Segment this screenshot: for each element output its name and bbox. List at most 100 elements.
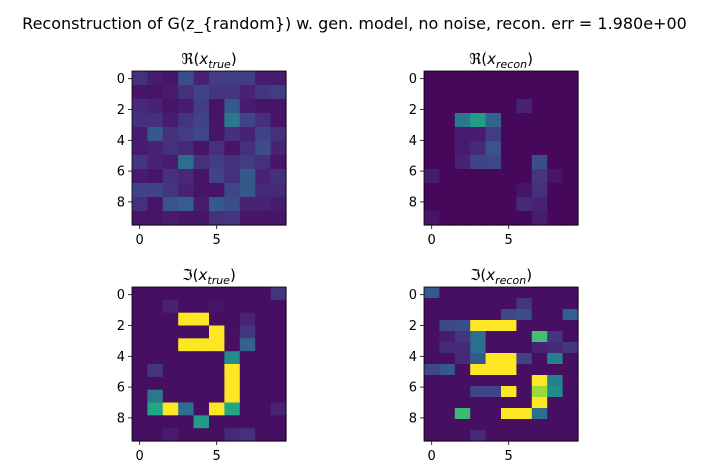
heatmap-cell (470, 183, 486, 198)
heatmap-cell (563, 113, 579, 128)
heatmap-cell (240, 403, 256, 416)
heatmap-cell (224, 169, 240, 184)
heatmap-cell (132, 390, 148, 403)
heatmap-cell (224, 313, 240, 326)
heatmap-cell (470, 331, 486, 343)
y-tick-label: 6 (409, 165, 417, 180)
heatmap-cell (178, 428, 194, 441)
heatmap-cell (255, 390, 271, 403)
heatmap-cell (501, 71, 517, 86)
heatmap-cell (271, 169, 287, 184)
heatmap-cell (547, 419, 563, 431)
heatmap-cell (163, 364, 179, 377)
heatmap-cell (224, 338, 240, 351)
heatmap-cell (532, 408, 548, 420)
heatmap-cell (439, 342, 455, 354)
heatmap-cell (455, 99, 471, 114)
heatmap-cell (532, 331, 548, 343)
heatmap-cell (240, 141, 256, 156)
heatmap-cell (132, 211, 148, 226)
heatmap-cell (147, 428, 163, 441)
heatmap-cell (486, 141, 502, 156)
heatmap-cell (501, 320, 517, 332)
heatmap-cell (255, 99, 271, 114)
heatmap-cell (455, 397, 471, 409)
heatmap-cell (178, 415, 194, 428)
heatmap-cell (240, 71, 256, 86)
heatmap-cell (240, 300, 256, 313)
heatmap-cell (178, 71, 194, 86)
heatmap-cell (178, 364, 194, 377)
heatmap-cell (224, 99, 240, 114)
heatmap-cell (532, 85, 548, 100)
y-tick-label: 0 (117, 288, 125, 303)
x-tick-label: 5 (505, 233, 513, 248)
heatmap-cell (439, 430, 455, 442)
heatmap-cell (424, 430, 440, 442)
heatmap-cell (424, 169, 440, 184)
heatmap-cell (224, 428, 240, 441)
heatmap-cell (194, 287, 210, 300)
heatmap-cell (209, 377, 225, 390)
heatmap-cell (501, 353, 517, 365)
heatmap-cell (470, 298, 486, 310)
heatmap-cell (224, 415, 240, 428)
heatmap-cell (209, 351, 225, 364)
heatmap-cell (424, 342, 440, 354)
heatmap-cell (532, 127, 548, 142)
heatmap-cell (547, 386, 563, 398)
y-tick-label: 4 (409, 134, 417, 149)
heatmap-cell (240, 377, 256, 390)
heatmap-cell (516, 353, 532, 365)
heatmap-cell (224, 113, 240, 128)
heatmap-cell (163, 403, 179, 416)
subplot-title-variable: x (485, 266, 495, 284)
heatmap-cell (532, 430, 548, 442)
heatmap-cell (532, 364, 548, 376)
heatmap-cell (424, 408, 440, 420)
heatmap-cell (178, 338, 194, 351)
heatmap-cell (532, 375, 548, 387)
subplot-title-variable: x (486, 50, 496, 68)
heatmap-cell (501, 85, 517, 100)
heatmap-cell (563, 320, 579, 332)
heatmap-cell (132, 326, 148, 339)
heatmap-cell (209, 326, 225, 339)
heatmap-cell (439, 141, 455, 156)
heatmap-cell (516, 386, 532, 398)
heatmap-cell (532, 99, 548, 114)
heatmap-cell (240, 287, 256, 300)
heatmap-cell (194, 113, 210, 128)
heatmap-cell (486, 331, 502, 343)
y-tick-label: 4 (117, 134, 125, 149)
y-tick-label: 4 (117, 350, 125, 365)
heatmap-cell (240, 351, 256, 364)
heatmap-cell (470, 320, 486, 332)
heatmap-cell (516, 99, 532, 114)
heatmap-cell (455, 375, 471, 387)
heatmap-cell (147, 390, 163, 403)
heatmap-cell (547, 342, 563, 354)
subplot-title-close: ) (231, 50, 237, 68)
heatmap-cell (563, 364, 579, 376)
heatmap-cell (224, 183, 240, 198)
heatmap-cell (132, 155, 148, 170)
heatmap-cell (255, 338, 271, 351)
heatmap-cell (271, 99, 287, 114)
heatmap-cell (209, 211, 225, 226)
heatmap-cell (486, 364, 502, 376)
heatmap-cell (486, 386, 502, 398)
heatmap-cell (424, 197, 440, 212)
heatmap-cell (147, 169, 163, 184)
heatmap-cell (486, 320, 502, 332)
heatmap-cell (163, 99, 179, 114)
heatmap-cell (455, 298, 471, 310)
y-tick-label: 0 (409, 72, 417, 87)
heatmap-cell (224, 85, 240, 100)
heatmap-cell (163, 313, 179, 326)
heatmap-cell (271, 403, 287, 416)
heatmap-cell (516, 141, 532, 156)
heatmap-cell (470, 113, 486, 128)
x-tick-label: 5 (213, 233, 221, 248)
heatmap-cell (439, 375, 455, 387)
